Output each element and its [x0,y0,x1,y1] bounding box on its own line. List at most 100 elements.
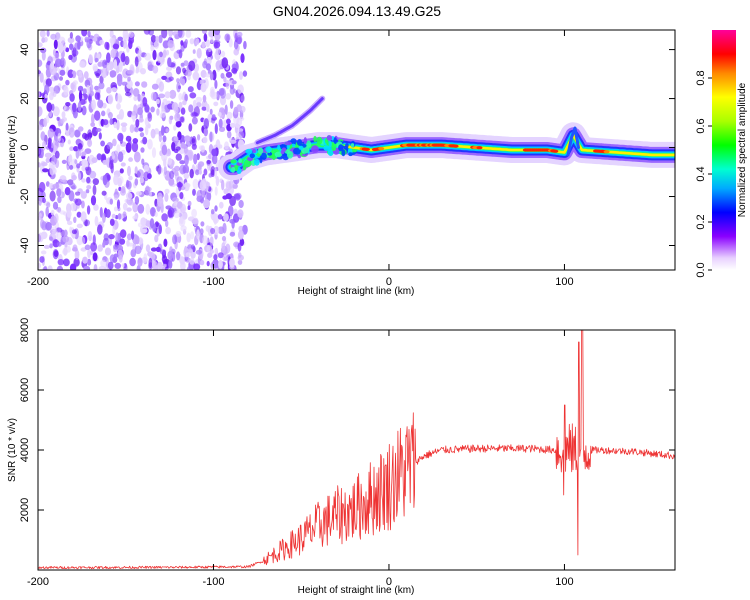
x-tick-label: -100 [202,576,224,588]
noise-blob [96,53,101,60]
noise-blob [49,164,55,176]
noise-blob [142,136,148,145]
noise-blob [67,139,71,145]
noise-blob [70,202,76,212]
colorbar-tick-label: 0.8 [695,70,707,85]
noise-blob [203,199,211,209]
noise-blob [60,118,65,124]
noise-blob [159,249,167,255]
noise-blob [199,180,206,191]
noise-blob [41,51,46,61]
noise-blob [121,125,127,133]
noise-blob [120,52,126,63]
noise-blob [223,251,229,261]
noise-blob [104,41,109,50]
colorbar-label: Normalized spectral amplitude [737,82,748,217]
noise-blob [179,160,186,165]
noise-blob [175,120,182,128]
noise-blob [167,250,174,260]
noise-blob [164,188,170,194]
noise-blob [46,30,50,37]
ridge-clump [333,137,337,145]
ridge-clump [284,141,292,146]
noise-blob [161,30,168,39]
noise-blob [206,190,212,202]
noise-blob [94,215,99,227]
noise-blob [120,162,126,167]
noise-blob [214,168,218,179]
noise-blob [149,207,156,217]
noise-blob [38,70,42,75]
noise-blob [232,183,238,189]
noise-blob [57,259,64,266]
noise-blob [109,218,115,226]
noise-blob [44,93,48,99]
noise-blob [143,30,151,35]
noise-blob [157,196,164,207]
noise-blob [80,191,87,199]
noise-blob [152,261,159,270]
noise-blob [38,181,46,193]
noise-blob [40,231,48,240]
y-tick-label: 40 [19,43,31,55]
noise-blob [44,84,50,95]
noise-blob [52,201,59,210]
noise-blob [225,79,230,90]
noise-blob [81,178,86,183]
ridge-clump [245,148,253,154]
noise-blob [237,230,244,240]
noise-blob [188,104,194,113]
noise-blob [150,91,157,101]
noise-blob [220,50,226,58]
noise-blob [183,60,189,66]
noise-blob [67,37,75,44]
noise-blob [202,235,209,245]
ridge-clump [231,166,236,173]
noise-blob [82,88,88,95]
noise-blob [175,66,182,75]
noise-blob [65,102,71,107]
noise-blob [106,87,112,94]
noise-blob [144,104,150,113]
noise-blob [64,242,68,248]
noise-blob [113,121,117,129]
noise-blob [168,177,175,186]
noise-blob [102,241,106,248]
noise-blob [143,253,148,262]
snr-xlabel: Height of straight line (km) [298,585,415,596]
noise-blob [100,140,105,147]
noise-blob [66,245,71,253]
noise-blob [161,75,168,80]
noise-blob [185,30,192,38]
noise-blob [240,53,245,64]
noise-blob [179,116,185,123]
noise-blob [39,30,46,38]
noise-blob [49,61,55,70]
noise-blob [58,36,66,45]
noise-blob [77,101,82,112]
noise-blob [163,263,167,268]
noise-blob [132,215,138,220]
ridge-clump [257,147,264,155]
noise-blob [86,84,90,94]
noise-blob [183,145,188,154]
noise-blob [98,132,102,140]
noise-blob [206,103,210,113]
noise-blob [156,108,160,116]
noise-blob [134,178,139,186]
noise-blob [174,112,181,122]
noise-blob [155,98,160,105]
noise-blob [218,259,223,269]
ridge-clump [230,159,237,164]
colorbar-tick-label: 0.4 [695,166,707,181]
ridge-hot [552,149,559,153]
noise-blob [41,162,48,167]
noise-blob [49,243,53,249]
noise-blob [155,35,160,43]
noise-blob [99,75,104,84]
noise-blob [117,213,122,220]
noise-blob [92,252,98,262]
noise-blob [214,123,218,135]
noise-blob [87,95,92,102]
ridge-clump [341,149,346,157]
